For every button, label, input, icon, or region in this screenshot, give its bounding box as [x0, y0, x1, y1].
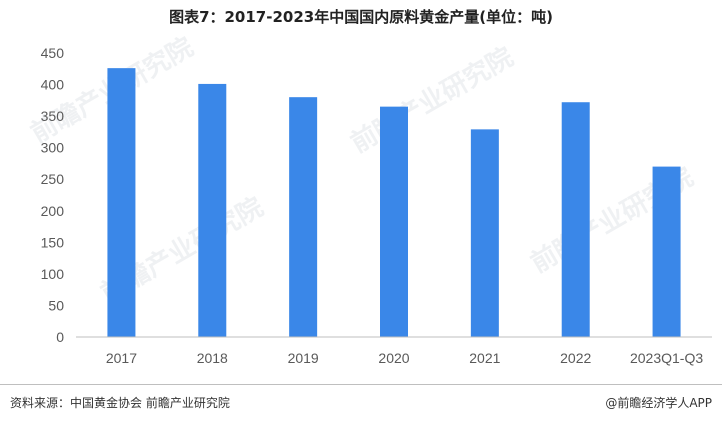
x-tick-label: 2018 — [197, 350, 228, 366]
bars — [107, 68, 681, 338]
credit-note: @前瞻经济学人APP — [605, 396, 712, 410]
bar-2018 — [198, 83, 227, 338]
footer-divider — [0, 384, 722, 385]
x-axis-ticks: 2017 2018 2019 2020 2021 2022 2023Q1-Q3 — [106, 350, 704, 366]
bar-2017 — [107, 68, 136, 337]
x-tick-label: 2017 — [106, 350, 137, 366]
x-tick-label: 2020 — [378, 350, 409, 366]
source-note: 资料来源：中国黄金协会 前瞻产业研究院 — [10, 396, 230, 410]
y-tick-label: 50 — [48, 297, 64, 313]
bar-2023Q1-Q3 — [652, 166, 681, 337]
bar-2021 — [470, 129, 499, 337]
bar-2019 — [289, 97, 318, 337]
y-tick-label: 0 — [56, 329, 64, 345]
y-axis-ticks: 0 50 100 150 200 250 300 350 400 450 — [41, 45, 65, 345]
y-tick-label: 300 — [41, 140, 65, 156]
y-tick-label: 400 — [41, 77, 65, 93]
y-tick-label: 150 — [41, 234, 65, 250]
x-tick-label: 2021 — [469, 350, 500, 366]
y-tick-label: 350 — [41, 108, 65, 124]
x-tick-label: 2019 — [288, 350, 319, 366]
x-tick-label: 2023Q1-Q3 — [630, 350, 703, 366]
y-tick-label: 100 — [41, 266, 65, 282]
x-tick-label: 2022 — [560, 350, 591, 366]
bar-chart: 0 50 100 150 200 250 300 350 400 450 2017 2018 2019… — [41, 45, 712, 366]
bar-2020 — [380, 106, 408, 338]
bar-2022 — [561, 102, 590, 337]
y-tick-label: 200 — [41, 203, 65, 219]
chart-title: 图表7：2017-2023年中国国内原料黄金产量(单位：吨) — [169, 8, 553, 26]
y-tick-label: 250 — [41, 171, 65, 187]
y-tick-label: 450 — [41, 45, 65, 61]
